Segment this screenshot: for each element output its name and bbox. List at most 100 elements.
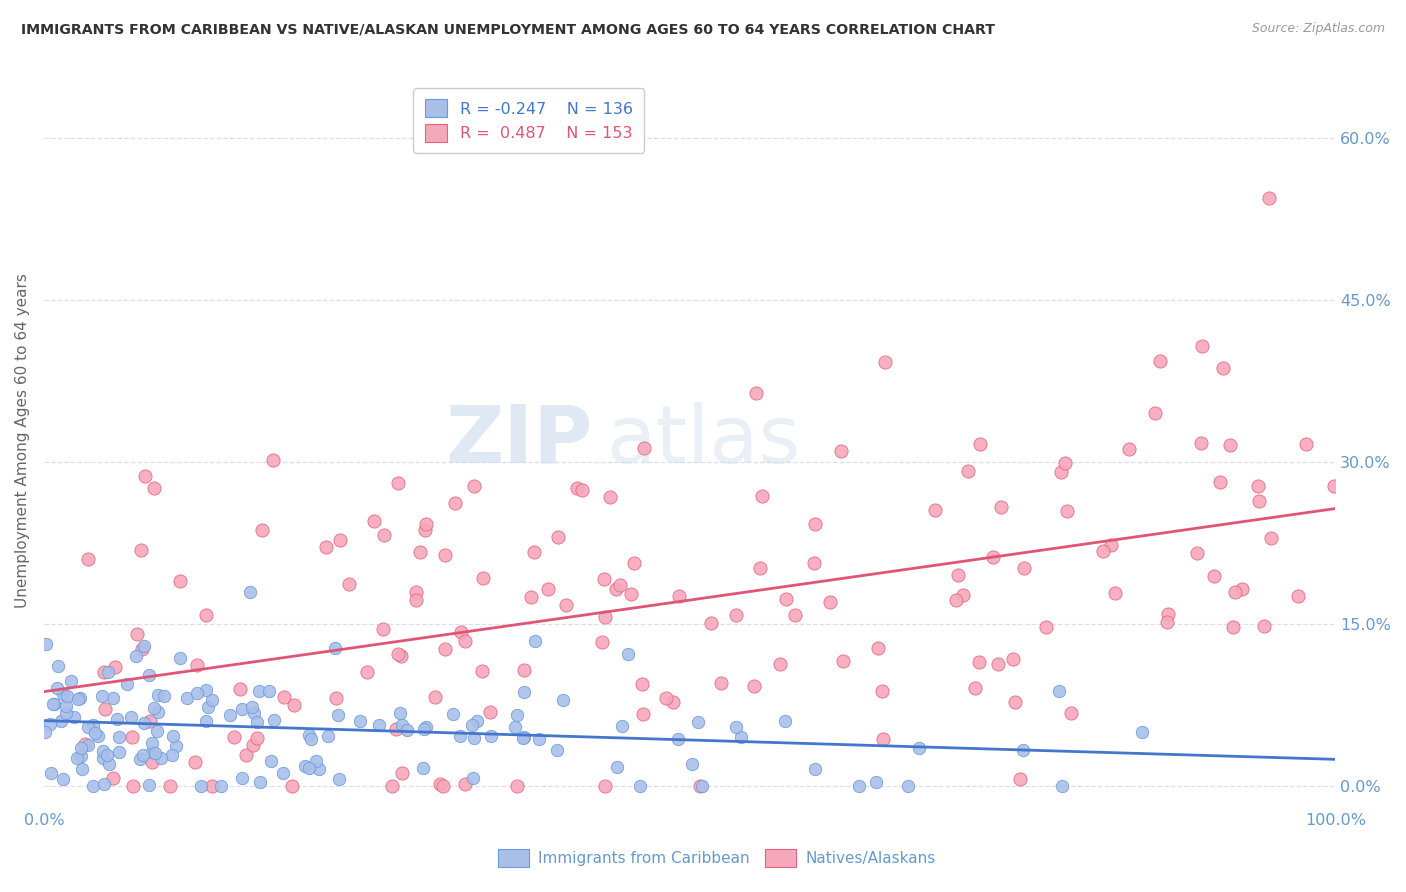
Point [804, 762, 827, 776]
Point [184, 756, 207, 770]
Point [1246, 478, 1268, 492]
Point [415, 720, 437, 734]
Point [1204, 569, 1226, 583]
Text: Immigrants from Caribbean: Immigrants from Caribbean [538, 851, 751, 865]
Point [429, 777, 451, 791]
Point [242, 706, 264, 720]
Point [631, 677, 654, 691]
Point [512, 731, 534, 745]
Point [990, 500, 1012, 514]
Point [1191, 339, 1213, 353]
Text: ZIP: ZIP [446, 401, 593, 480]
Point [97, 756, 120, 771]
Point [273, 690, 295, 704]
Point [34, 725, 56, 739]
Point [46, 681, 69, 695]
Point [546, 743, 568, 757]
Point [328, 772, 350, 786]
Point [162, 729, 184, 743]
Point [1012, 561, 1035, 575]
Point [367, 718, 389, 732]
Point [152, 689, 174, 703]
Point [186, 658, 208, 673]
Point [454, 634, 477, 648]
Point [1286, 589, 1309, 603]
Point [51, 714, 73, 728]
Point [1118, 442, 1140, 457]
Point [166, 739, 188, 753]
Point [283, 698, 305, 713]
Point [125, 649, 148, 664]
Point [866, 641, 889, 656]
Point [194, 682, 217, 697]
Point [662, 695, 685, 709]
Point [749, 561, 772, 575]
Point [461, 718, 484, 732]
Point [169, 651, 191, 665]
Point [84, 726, 107, 740]
Point [405, 584, 427, 599]
Point [1189, 436, 1212, 450]
Point [730, 730, 752, 744]
Point [623, 556, 645, 570]
Point [122, 779, 145, 793]
Point [688, 715, 710, 730]
Point [201, 693, 224, 707]
Point [724, 720, 747, 734]
Point [952, 588, 974, 602]
Point [108, 730, 131, 744]
Point [395, 723, 418, 738]
Point [315, 541, 337, 555]
Point [70, 749, 93, 764]
Point [945, 593, 967, 607]
Point [471, 664, 494, 678]
Point [415, 523, 437, 537]
Point [52, 687, 75, 701]
Point [143, 746, 166, 760]
Point [218, 708, 240, 723]
Point [146, 689, 169, 703]
Point [1322, 478, 1344, 492]
Point [1056, 504, 1078, 518]
Point [1047, 684, 1070, 698]
Point [591, 635, 613, 649]
Point [299, 732, 322, 747]
Point [631, 706, 654, 721]
Point [699, 616, 721, 631]
Point [1223, 585, 1246, 599]
Point [391, 766, 413, 780]
Point [412, 722, 434, 736]
Point [1253, 619, 1275, 633]
Point [41, 766, 63, 780]
Point [134, 469, 156, 483]
Point [537, 582, 560, 596]
Point [620, 586, 643, 600]
Point [120, 709, 142, 723]
Point [250, 524, 273, 538]
Point [519, 591, 541, 605]
Point [129, 543, 152, 558]
Point [82, 780, 104, 794]
Point [818, 595, 841, 609]
Point [744, 679, 766, 693]
Point [1209, 475, 1232, 489]
Point [247, 683, 270, 698]
Point [449, 729, 471, 743]
Point [769, 657, 792, 671]
Point [194, 714, 217, 728]
Point [134, 715, 156, 730]
Point [523, 545, 546, 559]
Point [593, 780, 616, 794]
Point [956, 464, 979, 478]
Point [263, 714, 285, 728]
Point [1219, 438, 1241, 452]
Text: Source: ZipAtlas.com: Source: ZipAtlas.com [1251, 22, 1385, 36]
Point [73, 737, 96, 751]
Point [610, 719, 633, 733]
Point [260, 754, 283, 768]
Point [724, 607, 747, 622]
Point [872, 731, 894, 746]
Point [104, 660, 127, 674]
Point [125, 627, 148, 641]
Point [617, 647, 640, 661]
